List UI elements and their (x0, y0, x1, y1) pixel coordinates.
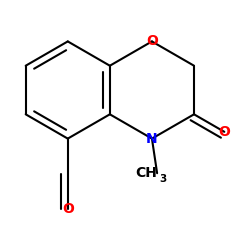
Text: N: N (146, 132, 158, 145)
Text: O: O (146, 34, 158, 48)
Text: CH: CH (135, 166, 157, 180)
Text: O: O (218, 125, 230, 139)
Text: O: O (62, 202, 74, 215)
Text: 3: 3 (159, 174, 166, 184)
